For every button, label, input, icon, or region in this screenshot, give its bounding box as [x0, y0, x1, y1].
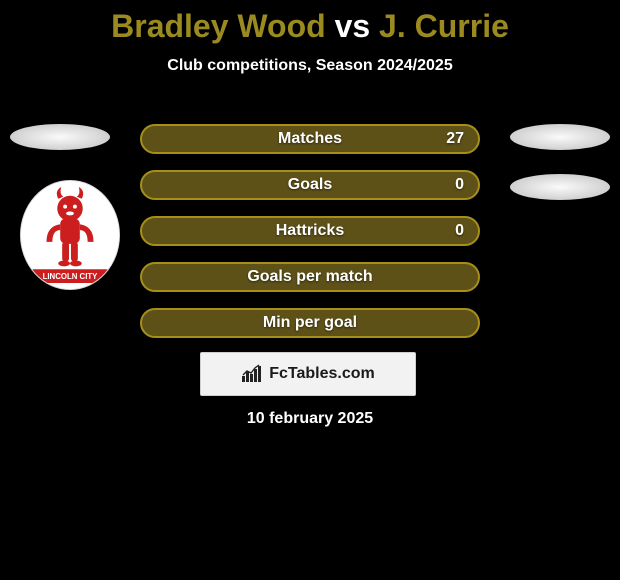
club-badge-icon: LINCOLN CITY — [21, 181, 119, 289]
ellipse-right-1 — [510, 124, 610, 150]
stat-label: Goals per match — [142, 264, 478, 290]
stat-row-gpm: Goals per match — [140, 262, 480, 292]
vs-word: vs — [335, 8, 371, 44]
site-plate[interactable]: FcTables.com — [200, 352, 416, 396]
site-plate-text: FcTables.com — [269, 365, 375, 383]
stat-value: 0 — [455, 172, 464, 198]
club-badge: LINCOLN CITY — [20, 180, 120, 290]
ellipse-left — [10, 124, 110, 150]
stat-value: 27 — [446, 126, 464, 152]
player1-name: Bradley Wood — [111, 8, 326, 44]
page-title: Bradley Wood vs J. Currie — [0, 0, 620, 45]
stat-label: Matches — [142, 126, 478, 152]
stat-label: Hattricks — [142, 218, 478, 244]
subtitle: Club competitions, Season 2024/2025 — [0, 57, 620, 75]
player2-name: J. Currie — [379, 8, 509, 44]
stat-label: Goals — [142, 172, 478, 198]
stat-row-hattricks: Hattricks 0 — [140, 216, 480, 246]
bar-chart-icon — [241, 364, 263, 384]
stat-label: Min per goal — [142, 310, 478, 336]
stat-value: 0 — [455, 218, 464, 244]
club-badge-text: LINCOLN CITY — [43, 272, 99, 281]
stat-row-goals: Goals 0 — [140, 170, 480, 200]
date-line: 10 february 2025 — [0, 410, 620, 428]
ellipse-right-2 — [510, 174, 610, 200]
stat-bars: Matches 27 Goals 0 Hattricks 0 Goals per… — [140, 124, 480, 354]
stat-row-mpg: Min per goal — [140, 308, 480, 338]
stat-row-matches: Matches 27 — [140, 124, 480, 154]
